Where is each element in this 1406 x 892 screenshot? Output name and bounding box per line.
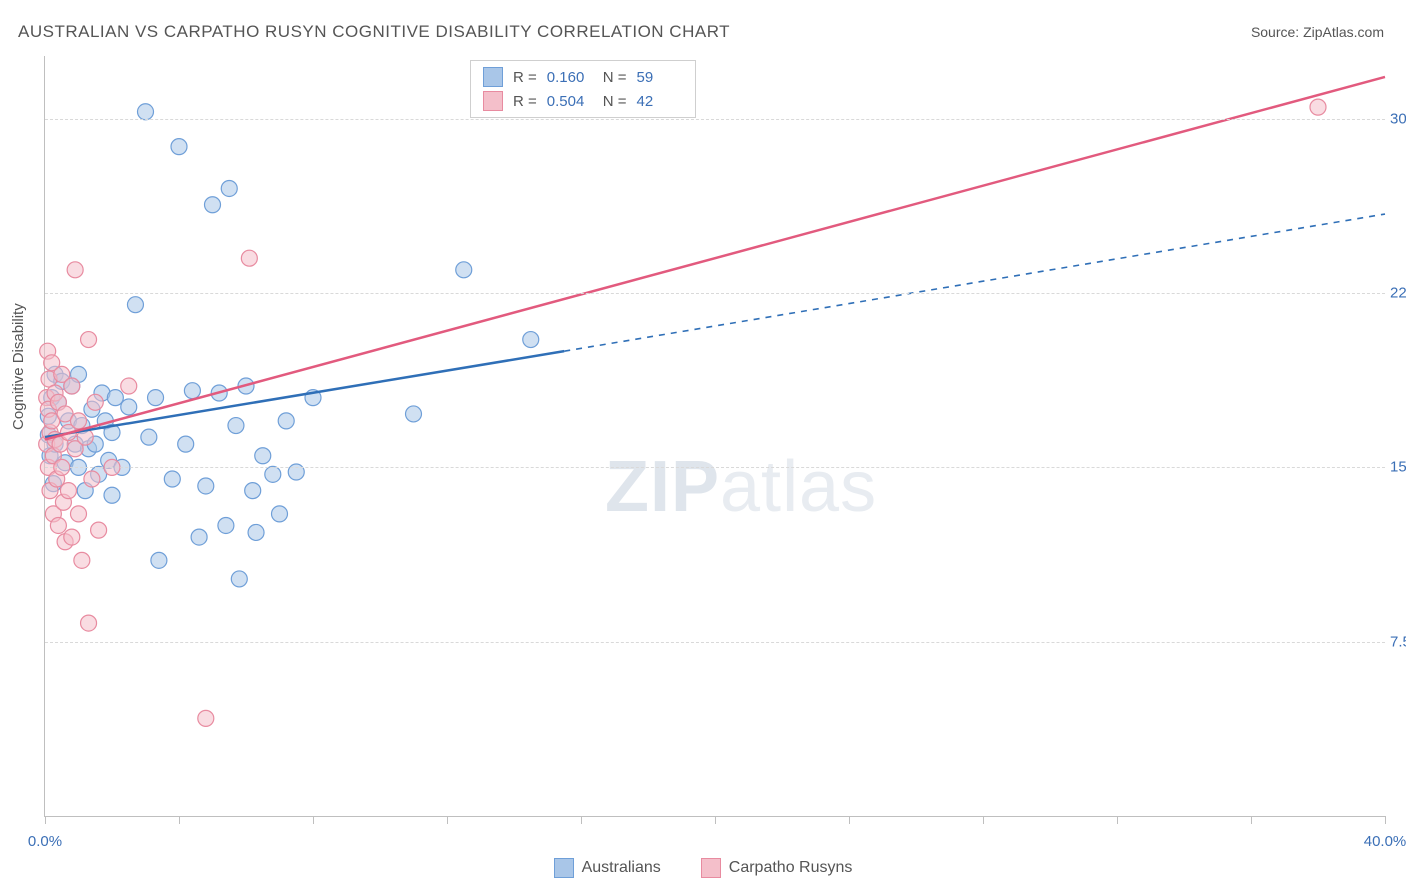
scatter-point — [184, 383, 200, 399]
y-tick-label: 15.0% — [1390, 459, 1406, 476]
legend-item: Carpatho Rusyns — [701, 858, 853, 878]
r-label: R = — [513, 93, 537, 110]
scatter-point — [127, 297, 143, 313]
r-value: 0.160 — [547, 69, 593, 86]
r-value: 0.504 — [547, 93, 593, 110]
x-tick — [983, 816, 984, 824]
scatter-point — [71, 413, 87, 429]
n-label: N = — [603, 93, 627, 110]
legend-row: R = 0.160 N = 59 — [483, 65, 683, 89]
scatter-point — [64, 378, 80, 394]
x-tick — [581, 816, 582, 824]
x-tick-label: 40.0% — [1364, 833, 1406, 850]
legend-label: Australians — [582, 859, 661, 877]
scatter-point — [74, 552, 90, 568]
scatter-point — [148, 390, 164, 406]
scatter-point — [265, 466, 281, 482]
n-value: 59 — [637, 69, 683, 86]
scatter-point — [198, 710, 214, 726]
source-label: Source: ZipAtlas.com — [1251, 24, 1384, 40]
scatter-point — [231, 571, 247, 587]
x-tick — [179, 816, 180, 824]
x-tick — [45, 816, 46, 824]
scatter-point — [245, 483, 261, 499]
legend-swatch — [701, 858, 721, 878]
correlation-legend: R = 0.160 N = 59 R = 0.504 N = 42 — [470, 60, 696, 118]
scatter-point — [272, 506, 288, 522]
scatter-point — [60, 483, 76, 499]
scatter-point — [64, 529, 80, 545]
scatter-point — [198, 478, 214, 494]
scatter-point — [141, 429, 157, 445]
gridline — [45, 119, 1385, 120]
y-tick-label: 30.0% — [1390, 110, 1406, 127]
scatter-point — [205, 197, 221, 213]
plot-svg — [45, 56, 1385, 816]
n-label: N = — [603, 69, 627, 86]
scatter-point — [121, 378, 137, 394]
scatter-point — [456, 262, 472, 278]
scatter-point — [138, 104, 154, 120]
scatter-point — [1310, 99, 1326, 115]
x-tick — [447, 816, 448, 824]
scatter-point — [151, 552, 167, 568]
x-tick — [1251, 816, 1252, 824]
plot-area: ZIPatlas 7.5%15.0%22.5%30.0%0.0%40.0% — [44, 56, 1385, 817]
scatter-point — [221, 180, 237, 196]
r-label: R = — [513, 69, 537, 86]
y-tick-label: 7.5% — [1390, 633, 1406, 650]
gridline — [45, 293, 1385, 294]
x-tick — [313, 816, 314, 824]
x-tick — [1117, 816, 1118, 824]
scatter-point — [164, 471, 180, 487]
x-tick — [849, 816, 850, 824]
scatter-point — [228, 418, 244, 434]
scatter-point — [248, 524, 264, 540]
scatter-point — [91, 522, 107, 538]
scatter-point — [50, 517, 66, 533]
legend-row: R = 0.504 N = 42 — [483, 89, 683, 113]
scatter-point — [241, 250, 257, 266]
y-tick-label: 22.5% — [1390, 285, 1406, 302]
scatter-point — [218, 517, 234, 533]
x-tick — [715, 816, 716, 824]
legend-label: Carpatho Rusyns — [729, 859, 853, 877]
scatter-point — [523, 332, 539, 348]
scatter-point — [71, 506, 87, 522]
scatter-point — [171, 139, 187, 155]
scatter-point — [81, 615, 97, 631]
legend-swatch — [554, 858, 574, 878]
scatter-point — [121, 399, 137, 415]
y-axis-label: Cognitive Disability — [10, 303, 27, 430]
scatter-point — [406, 406, 422, 422]
scatter-point — [278, 413, 294, 429]
series-legend: Australians Carpatho Rusyns — [0, 858, 1406, 878]
trend-line-dashed — [564, 214, 1385, 351]
scatter-point — [87, 394, 103, 410]
x-tick-label: 0.0% — [28, 833, 62, 850]
gridline — [45, 642, 1385, 643]
scatter-point — [178, 436, 194, 452]
gridline — [45, 467, 1385, 468]
scatter-point — [107, 390, 123, 406]
scatter-point — [81, 332, 97, 348]
scatter-point — [255, 448, 271, 464]
scatter-point — [84, 471, 100, 487]
x-tick — [1385, 816, 1386, 824]
chart-title: AUSTRALIAN VS CARPATHO RUSYN COGNITIVE D… — [18, 22, 730, 42]
legend-item: Australians — [554, 858, 661, 878]
scatter-point — [67, 262, 83, 278]
n-value: 42 — [637, 93, 683, 110]
legend-swatch — [483, 67, 503, 87]
scatter-point — [104, 487, 120, 503]
legend-swatch — [483, 91, 503, 111]
scatter-point — [191, 529, 207, 545]
